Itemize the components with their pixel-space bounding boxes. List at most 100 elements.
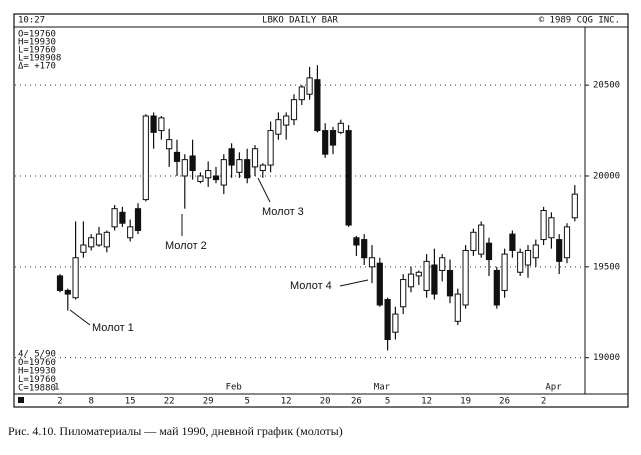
candle-body <box>80 244 87 253</box>
candle-body <box>173 151 181 162</box>
candle-body <box>119 211 126 224</box>
annotation: Молот 4 <box>290 280 332 292</box>
x-tick-label: 12 <box>421 397 432 407</box>
month-label: Mar <box>374 383 391 393</box>
info-line: L=198908 <box>18 54 61 64</box>
annotation-arrow <box>339 279 369 287</box>
annotation-arrow <box>257 177 271 203</box>
candle-body <box>563 226 571 259</box>
month-label: 1 <box>54 383 59 393</box>
info-line: O=19760 <box>18 30 56 40</box>
candle-body <box>322 130 329 155</box>
candle-body <box>392 313 399 333</box>
candle-body <box>501 253 508 291</box>
y-tick-label: 20000 <box>593 171 620 181</box>
x-tick-label: 20 <box>320 397 331 407</box>
candle-body <box>189 155 196 172</box>
x-tick-label: 5 <box>385 397 390 407</box>
candle-body <box>384 299 391 340</box>
candle-body <box>95 233 103 246</box>
corner-square <box>18 397 24 403</box>
candle-body <box>290 99 298 121</box>
info-line: 4/ 5/90 <box>18 350 56 360</box>
x-tick-label: 2 <box>57 397 62 407</box>
candle-body <box>493 269 500 306</box>
info-line: H=19930 <box>18 367 56 377</box>
candle-body <box>400 279 407 308</box>
candle-body <box>134 208 142 231</box>
candle-body <box>236 159 243 173</box>
header-title: LBKO DAILY BAR <box>262 16 338 26</box>
annotation: Молот 1 <box>92 322 134 334</box>
info-line: L=19760 <box>18 46 56 56</box>
candle-body <box>376 262 383 306</box>
candle-body <box>283 115 290 126</box>
info-line: O=19760 <box>18 358 56 368</box>
candle-body <box>150 115 157 133</box>
candle-body <box>439 257 446 271</box>
candle-body <box>244 159 251 179</box>
candle-body <box>415 271 422 277</box>
header-time: 10:27 <box>18 16 45 26</box>
x-tick-label: 22 <box>164 397 175 407</box>
candle-body <box>454 293 461 322</box>
x-tick-label: 19 <box>460 397 471 407</box>
candle-body <box>470 231 477 251</box>
candle-body <box>462 249 469 306</box>
candle-body <box>142 115 149 201</box>
y-tick-label: 20500 <box>593 81 620 91</box>
candle-body <box>540 210 547 241</box>
annotation-arrow <box>69 309 91 326</box>
candle-body <box>166 139 173 150</box>
annotation: Молот 3 <box>262 206 304 218</box>
candle-body <box>509 233 516 251</box>
month-label: Apr <box>545 383 562 393</box>
x-tick-label: 12 <box>281 397 292 407</box>
x-tick-label: 5 <box>244 397 249 407</box>
candle-body <box>329 130 337 146</box>
candle-body <box>345 130 352 226</box>
candle-body <box>446 269 454 297</box>
x-tick-label: 15 <box>125 397 136 407</box>
x-tick-label: 26 <box>499 397 510 407</box>
candle-body <box>431 264 438 295</box>
candle-body <box>548 217 555 239</box>
candle-body <box>423 260 430 291</box>
candle-body <box>56 275 64 291</box>
candle-body <box>298 86 305 101</box>
candle-body <box>212 175 220 181</box>
candle-body <box>127 226 134 239</box>
y-tick-label: 19500 <box>593 262 620 272</box>
candle-body <box>368 257 376 268</box>
annotation: Молот 2 <box>165 240 207 252</box>
candle-body <box>251 148 259 168</box>
candle-body <box>259 164 266 172</box>
candle-body <box>267 130 274 166</box>
x-tick-label: 26 <box>351 397 362 407</box>
info-line: L=19760 <box>18 375 56 385</box>
x-tick-label: 2 <box>541 397 546 407</box>
x-tick-label: 29 <box>203 397 214 407</box>
frame <box>13 13 629 408</box>
candle-body <box>407 273 415 288</box>
candle-body <box>314 79 321 132</box>
candle-body <box>485 242 493 261</box>
candle-body <box>220 159 227 186</box>
candle-body <box>524 249 532 266</box>
candle-body <box>88 237 95 248</box>
candle-body <box>181 159 188 177</box>
candle-body <box>556 239 563 262</box>
candle-body <box>517 251 524 273</box>
x-tick-label: 8 <box>88 397 93 407</box>
candle-body <box>571 193 578 219</box>
candle-body <box>228 148 235 166</box>
candle-body <box>275 119 282 135</box>
info-line: H=19930 <box>18 38 56 48</box>
candle-body <box>158 117 165 132</box>
info-line: Δ= +170 <box>18 62 56 72</box>
candle-body <box>111 208 118 228</box>
candle-body <box>532 244 539 259</box>
candle-body <box>197 175 204 182</box>
candle-body <box>337 122 344 133</box>
